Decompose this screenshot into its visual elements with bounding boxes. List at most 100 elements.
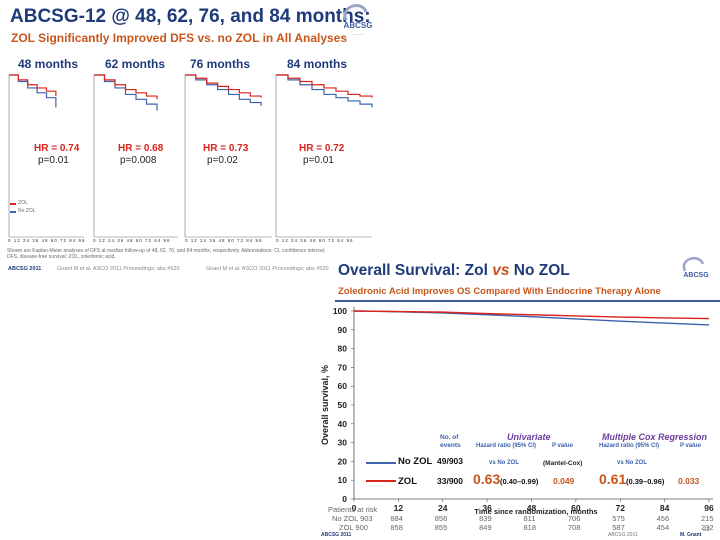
os-xlabel: Time since randomization, months [474, 507, 597, 516]
risk-value: 575 [612, 514, 625, 523]
panel-series-zol-2 [185, 74, 262, 98]
risk-value: 855 [434, 523, 448, 532]
risk-value: 856 [434, 514, 448, 523]
abcsg-logo-2: ABCSG [682, 256, 709, 279]
os-ytick-label-100: 100 [333, 306, 347, 316]
os-xtick-label-0: 0 [352, 503, 357, 513]
panel-label-48: 48 months [18, 57, 79, 71]
os-ytick-label-20: 20 [338, 456, 348, 466]
os-xtick-label-72: 72 [616, 503, 626, 513]
risk-row-zol-label: ZOL 900 [339, 523, 368, 532]
panel-series-zol-0 [9, 74, 57, 97]
os-xtick-label-84: 84 [660, 503, 670, 513]
os-chart-svg: 0 10 20 30 40 50 60 70 80 90 100 0 12 24 36 48 60 72 84 96 O… [320, 306, 714, 516]
panel-hr-48: HR = 0.74 [34, 143, 80, 154]
os-ytick-label-90: 90 [338, 325, 348, 335]
os-footer-mid: ABCSG 2011 [608, 532, 638, 538]
tbl-hdr-hr2: Hazard ratio (95% CI) [599, 443, 660, 449]
risk-value: 811 [523, 514, 536, 523]
dfs-panels-svg [8, 74, 373, 238]
tbl-hdr-p1: P value [552, 443, 573, 449]
tbl-hdr-events-1: No. of [440, 434, 459, 441]
risk-value: 839 [479, 514, 492, 523]
tbl-row-zol-events: 33/900 [437, 476, 463, 486]
tbl-hdr-multiple: Multiple Cox Regression [602, 432, 708, 442]
risk-row-nozol-label: No ZOL 903 [332, 514, 373, 523]
risk-header: Patients at risk [328, 505, 378, 514]
panel-p-84: p=0.01 [303, 155, 334, 166]
panel-hr-62: HR = 0.68 [118, 143, 164, 154]
risk-value: 884 [390, 514, 403, 523]
os-title-vs: vs [492, 262, 510, 279]
os-xtick-label-96: 96 [704, 503, 714, 513]
legend-nozol-label: No ZOL [18, 208, 36, 214]
os-ytick-label-10: 10 [338, 475, 348, 485]
tbl-zol-p2: 0.033 [678, 476, 700, 486]
risk-value: 215 [701, 514, 714, 523]
top-citation-1: Gnant M et al. ASCO 2011 Proceedings; ab… [57, 266, 180, 272]
risk-value: 456 [656, 514, 670, 523]
top-slide-subtitle: ZOL Significantly Improved DFS vs. no ZO… [11, 31, 348, 45]
panel-p-62: p=0.008 [120, 155, 157, 166]
top-footnote: Shown are Kaplan-Meier analyses of DFS a… [7, 248, 326, 260]
panel-ticks-76: 0 12 24 36 48 60 72 84 96 [185, 238, 263, 243]
panel-ticks-62: 0 12 24 36 48 60 72 84 96 [93, 238, 171, 243]
panel-ticks-48: 0 12 24 36 48 60 72 84 96 [8, 238, 86, 243]
os-ylabel: Overall survival, % [320, 365, 330, 445]
risk-value: 706 [567, 514, 581, 523]
legend-zol-label: ZOL [18, 200, 28, 206]
risk-value: 818 [523, 523, 537, 532]
panel-ticks-84: 0 12 24 36 48 60 72 84 96 [276, 238, 354, 243]
tbl-hdr-univariate: Univariate [507, 432, 551, 442]
tbl-zol-hr1: 0.63 [473, 471, 501, 487]
os-ytick-label-0: 0 [342, 494, 347, 504]
tbl-row-nozol-label: No ZOL [398, 456, 433, 467]
os-ytick-label-80: 80 [338, 344, 348, 354]
os-xtick-label-12: 12 [394, 503, 404, 513]
panel-series-zol-1 [94, 74, 158, 100]
tbl-vs2: vs No ZOL [617, 460, 648, 466]
tbl-mantel: (Mantel-Cox) [543, 460, 583, 467]
os-ytick-label-40: 40 [338, 419, 348, 429]
os-xtick-label-36: 36 [482, 503, 492, 513]
tbl-vs1: vs No ZOL [489, 460, 520, 466]
os-title-part-b: No ZOL [509, 262, 570, 279]
os-xtick-label-48: 48 [527, 503, 537, 513]
risk-value: 858 [390, 523, 403, 532]
os-xtick-label-24: 24 [438, 503, 448, 513]
top-slide-title: ABCSG-12 @ 48, 62, 76, and 84 months: [10, 6, 371, 27]
panel-hr-84: HR = 0.72 [299, 143, 345, 154]
os-xtick-label-60: 60 [571, 503, 581, 513]
top-footer-abcsg: ABCSG 2011 [8, 266, 42, 272]
os-footer-left: ABCSG 2011 [321, 532, 352, 538]
os-footer-right: M. Gnant [680, 532, 702, 538]
panel-series-nozol-1 [94, 74, 158, 111]
tbl-zol-hr2: 0.61 [599, 471, 627, 487]
panel-label-76: 76 months [190, 57, 251, 71]
logo-wordmark: ABCSG [344, 21, 373, 30]
dfs-panels-group [8, 74, 373, 238]
os-title-part-a: Overall Survival: Zol [338, 262, 493, 279]
panel-p-48: p=0.01 [38, 155, 69, 166]
legend-zol-swatch [10, 203, 16, 205]
os-chart-group: 0 10 20 30 40 50 60 70 80 90 100 0 12 24 36 48 60 72 84 96 O… [320, 306, 714, 516]
tbl-zol-ci2: (0.39–0.96) [626, 477, 665, 486]
risk-value: 849 [479, 523, 492, 532]
tbl-zol-ci1: (0.40–0.99) [500, 477, 539, 486]
os-slide-subtitle: Zoledronic Acid Improves OS Compared Wit… [338, 286, 661, 297]
abcsg-logo: ABCSG ———— [343, 4, 373, 36]
os-page-number: 23 [703, 527, 710, 533]
panel-series-nozol-3 [276, 74, 373, 108]
top-citation-2: Gnant M et al. ASCO 2011 Proceedings; ab… [206, 266, 329, 272]
tbl-zol-p1: 0.049 [553, 476, 575, 486]
tbl-hdr-events-2: events [440, 442, 461, 449]
panel-label-84: 84 months [287, 57, 348, 71]
tbl-row-nozol-events: 49/903 [437, 456, 463, 466]
panel-series-nozol-2 [185, 74, 262, 106]
logo-tagline: ———— [352, 32, 364, 36]
risk-value: 232 [701, 523, 714, 532]
logo-swoosh [343, 4, 368, 21]
os-ytick-label-30: 30 [338, 438, 348, 448]
risk-value: 708 [567, 523, 581, 532]
os-ytick-label-60: 60 [338, 381, 348, 391]
